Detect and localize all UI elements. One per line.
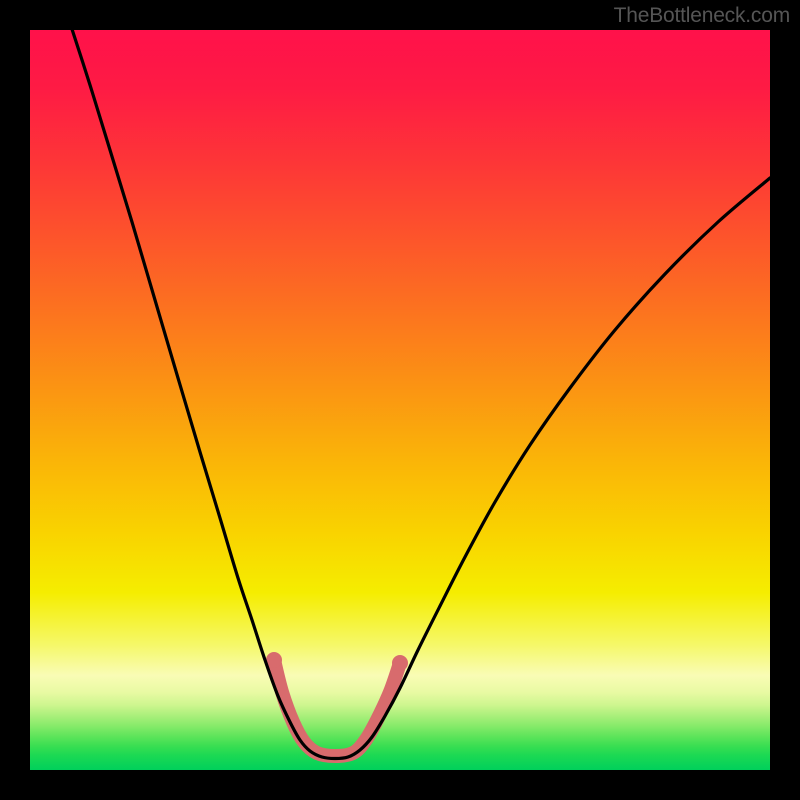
bracket-dot-right [392, 655, 408, 671]
chart-svg [0, 0, 800, 800]
watermark-text: TheBottleneck.com [614, 4, 790, 28]
chart-stage: TheBottleneck.com [0, 0, 800, 800]
